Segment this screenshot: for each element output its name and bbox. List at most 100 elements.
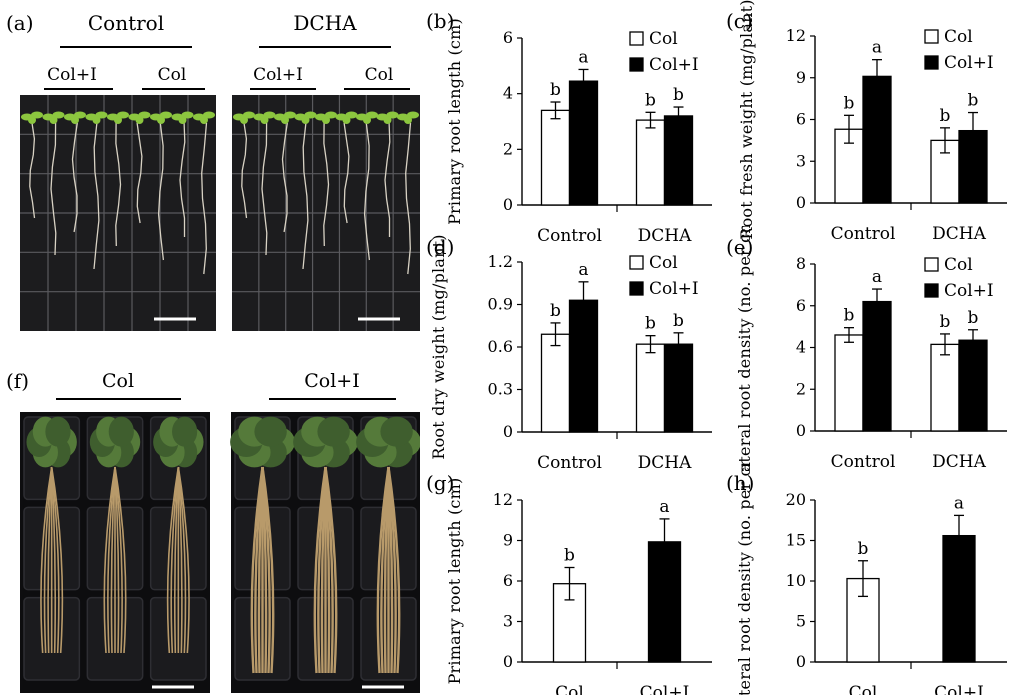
panel-f-svg: (f) Col Col+I (6, 369, 420, 693)
x-category-label: Control (537, 226, 602, 246)
adult-root (47, 466, 53, 654)
legend-label: Col (649, 29, 678, 49)
seedling-leaf (363, 116, 371, 124)
panel-label: (c) (726, 9, 753, 33)
x-category-label: Control (831, 224, 896, 244)
adult-tray-col (20, 412, 210, 693)
seedling-leaf (200, 116, 208, 124)
bar (958, 339, 988, 432)
y-tick-label: 3 (796, 151, 806, 170)
bar (663, 115, 694, 206)
significance-letter: b (564, 546, 575, 566)
y-tick-label: 2 (503, 139, 513, 158)
seedling-leaf (135, 116, 144, 124)
significance-letter: a (954, 493, 964, 513)
seedling-plate-control (20, 95, 216, 331)
seedling-root (93, 122, 100, 270)
y-tick-label: 4 (503, 84, 513, 103)
significance-letter: b (940, 312, 951, 332)
seedling-leaf (28, 116, 36, 124)
seedling-root (201, 122, 208, 275)
y-axis-label: Primary root length (cm) (445, 478, 464, 685)
seedling-root (50, 122, 57, 256)
bar (834, 334, 864, 432)
adult-root (114, 466, 120, 654)
adult-root (50, 466, 57, 654)
adult-leaf (317, 416, 350, 447)
bar (635, 343, 666, 433)
y-tick-label: 0.6 (488, 337, 513, 356)
y-tick-label: 0 (503, 195, 513, 214)
y-tick-label: 12 (786, 26, 806, 45)
adult-root (103, 466, 116, 654)
adult-root (110, 466, 116, 654)
adult-leaf (172, 416, 198, 447)
y-tick-label: 3 (503, 612, 513, 631)
adult-root (177, 466, 187, 654)
y-tick-label: 9 (503, 531, 513, 550)
chart-panel-b: (b) Primary root length (cm) 0 2 4 6 Control b a… (422, 0, 722, 250)
legend-label: Col+I (944, 53, 994, 73)
bar (930, 343, 960, 432)
seedling-leaf (114, 116, 122, 124)
chart-d-svg: (d)Root dry weight (mg/plant) 0 0.3 0.6 0.9 1… (426, 234, 712, 471)
seedling-leaf (404, 116, 412, 124)
adult-root (50, 466, 60, 654)
seedling-root (241, 122, 248, 219)
panel-a-group-title-dcha: DCHA (293, 11, 357, 35)
bar (568, 299, 599, 433)
seedling-leaf (281, 116, 289, 124)
panel-label: (g) (426, 471, 454, 495)
legend-label: Col+I (649, 55, 699, 75)
significance-letter: a (872, 38, 882, 58)
significance-letter: b (940, 106, 951, 126)
y-tick-label: 0.9 (488, 295, 513, 314)
adult-root (173, 466, 180, 654)
panel-a-sub-control-col: Col (158, 65, 187, 85)
panel-f-group-title-coli: Col+I (304, 370, 359, 392)
seedling-root (157, 122, 165, 261)
significance-letter: b (673, 311, 684, 331)
panel-a-svg: (a) Control DCHA Col+I Col Col+I Col (6, 11, 420, 331)
x-category-label: DCHA (932, 452, 986, 471)
seedling-root (71, 122, 78, 233)
panel-label: (d) (426, 235, 454, 259)
adult-leaf (45, 416, 71, 447)
chart-panel-d: (d) Root dry weight (mg/plant) 0 0.3 0.6 0.9 1… (422, 226, 722, 471)
adult-root (40, 466, 53, 654)
seedling-root (302, 122, 309, 270)
chart-b-svg: (b)Primary root length (cm) 0246Controlba… (426, 9, 712, 246)
adult-root (261, 466, 275, 674)
seedling-root (343, 122, 350, 224)
significance-letter: a (872, 267, 882, 287)
x-category-label: DCHA (638, 453, 692, 471)
x-category-label: DCHA (638, 226, 692, 246)
seedling-leaf (383, 116, 392, 124)
chart-panel-c: (c) Root fresh weight (mg/plant) 0 3 6 9 12 Con… (722, 0, 1024, 250)
seedling-root (136, 122, 143, 224)
seedling-leaf (322, 116, 330, 124)
legend-swatch (924, 29, 939, 44)
significance-letter: a (578, 260, 588, 280)
legend-swatch (924, 55, 939, 70)
y-tick-label: 20 (786, 490, 806, 509)
seedling-root (405, 122, 412, 275)
y-tick-label: 4 (796, 338, 806, 357)
significance-letter: b (968, 308, 979, 328)
significance-letter: b (550, 301, 561, 321)
y-tick-label: 6 (503, 28, 513, 47)
bar (568, 80, 599, 206)
panel-a-label: (a) (6, 11, 34, 35)
adult-root (177, 466, 190, 654)
significance-letter: b (645, 90, 656, 110)
seedling-plate-dcha (232, 95, 420, 331)
panel-a: (a) Control DCHA Col+I Col Col+I Col (0, 0, 420, 345)
chart-h-svg: (h)Lateral root density (no. per cm) 0 5 10… (726, 462, 1007, 695)
adult-root (166, 466, 180, 654)
seedling-leaf (178, 116, 187, 124)
seedling-root (363, 122, 371, 261)
adult-root (177, 466, 183, 654)
y-tick-label: 0.3 (488, 380, 513, 399)
bar (540, 333, 571, 433)
panel-a-sub-dcha-coli: Col+I (253, 65, 303, 85)
